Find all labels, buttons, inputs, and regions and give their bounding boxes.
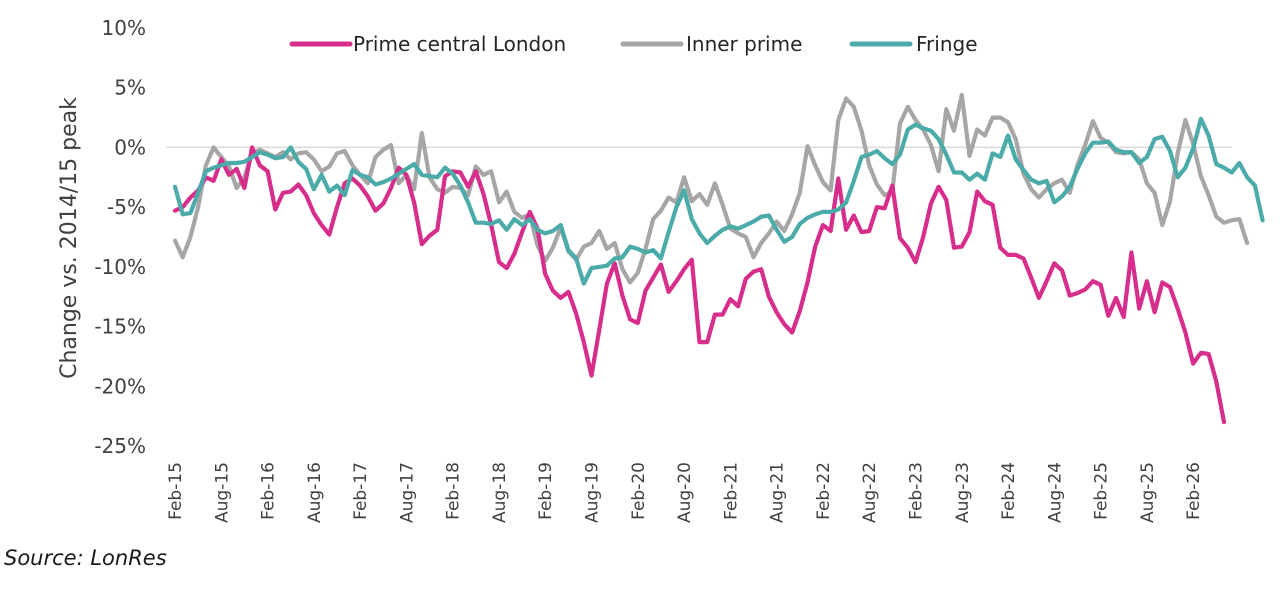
x-tick-label: Feb-20 <box>629 462 649 520</box>
x-axis: Feb-15 Aug-15 Feb-16 Aug-16 Feb-17 Aug-17 Feb-… <box>166 462 1204 523</box>
y-tick-label: -10% <box>94 255 146 279</box>
x-tick-label: Feb-18 <box>444 462 464 520</box>
y-axis-title: Change vs. 2014/15 peak <box>57 97 82 379</box>
x-tick-label: Feb-21 <box>721 462 741 520</box>
y-tick-label: -20% <box>94 374 146 398</box>
x-tick-label: Feb-25 <box>1092 462 1112 520</box>
series-lines <box>172 92 1265 425</box>
x-tick-label: Feb-24 <box>999 462 1019 520</box>
x-tick-label: Feb-17 <box>351 462 371 520</box>
x-tick-label: Feb-26 <box>1184 462 1204 520</box>
source-note: Source: LonRes <box>4 546 167 570</box>
x-tick-label: Aug-23 <box>953 462 973 523</box>
x-tick-label: Feb-15 <box>166 462 186 520</box>
x-tick-label: Feb-16 <box>259 462 279 520</box>
x-tick-label: Aug-19 <box>583 462 603 523</box>
y-tick-label: -15% <box>94 315 146 339</box>
y-tick-label: 5% <box>114 76 146 100</box>
legend-label-inner-prime: Inner prime <box>686 32 802 56</box>
x-tick-label: Aug-22 <box>860 462 880 523</box>
y-tick-label: 0% <box>114 135 146 159</box>
legend-label-fringe: Fringe <box>916 32 978 56</box>
x-tick-label: Feb-19 <box>536 462 556 520</box>
x-tick-label: Aug-15 <box>212 462 232 523</box>
x-tick-label: Aug-21 <box>768 462 788 523</box>
x-tick-label: Aug-17 <box>397 462 417 523</box>
y-tick-label: -25% <box>94 434 146 458</box>
y-axis: 10% 5% 0% -5% -10% -15% -20% -25% <box>94 16 146 458</box>
x-tick-label: Feb-22 <box>814 462 834 520</box>
x-tick-label: Aug-20 <box>675 462 695 523</box>
legend-label-prime-central-london: Prime central London <box>353 32 566 56</box>
y-tick-label: 10% <box>102 16 146 40</box>
series-line-fringe <box>172 116 1265 286</box>
x-tick-label: Aug-25 <box>1138 462 1158 523</box>
x-tick-label: Aug-24 <box>1045 462 1065 523</box>
x-tick-label: Aug-18 <box>490 462 510 523</box>
x-tick-label: Aug-16 <box>305 462 325 523</box>
x-tick-label: Feb-23 <box>907 462 927 520</box>
y-tick-label: -5% <box>107 195 146 219</box>
legend: Prime central London Inner prime Fringe <box>289 32 978 56</box>
